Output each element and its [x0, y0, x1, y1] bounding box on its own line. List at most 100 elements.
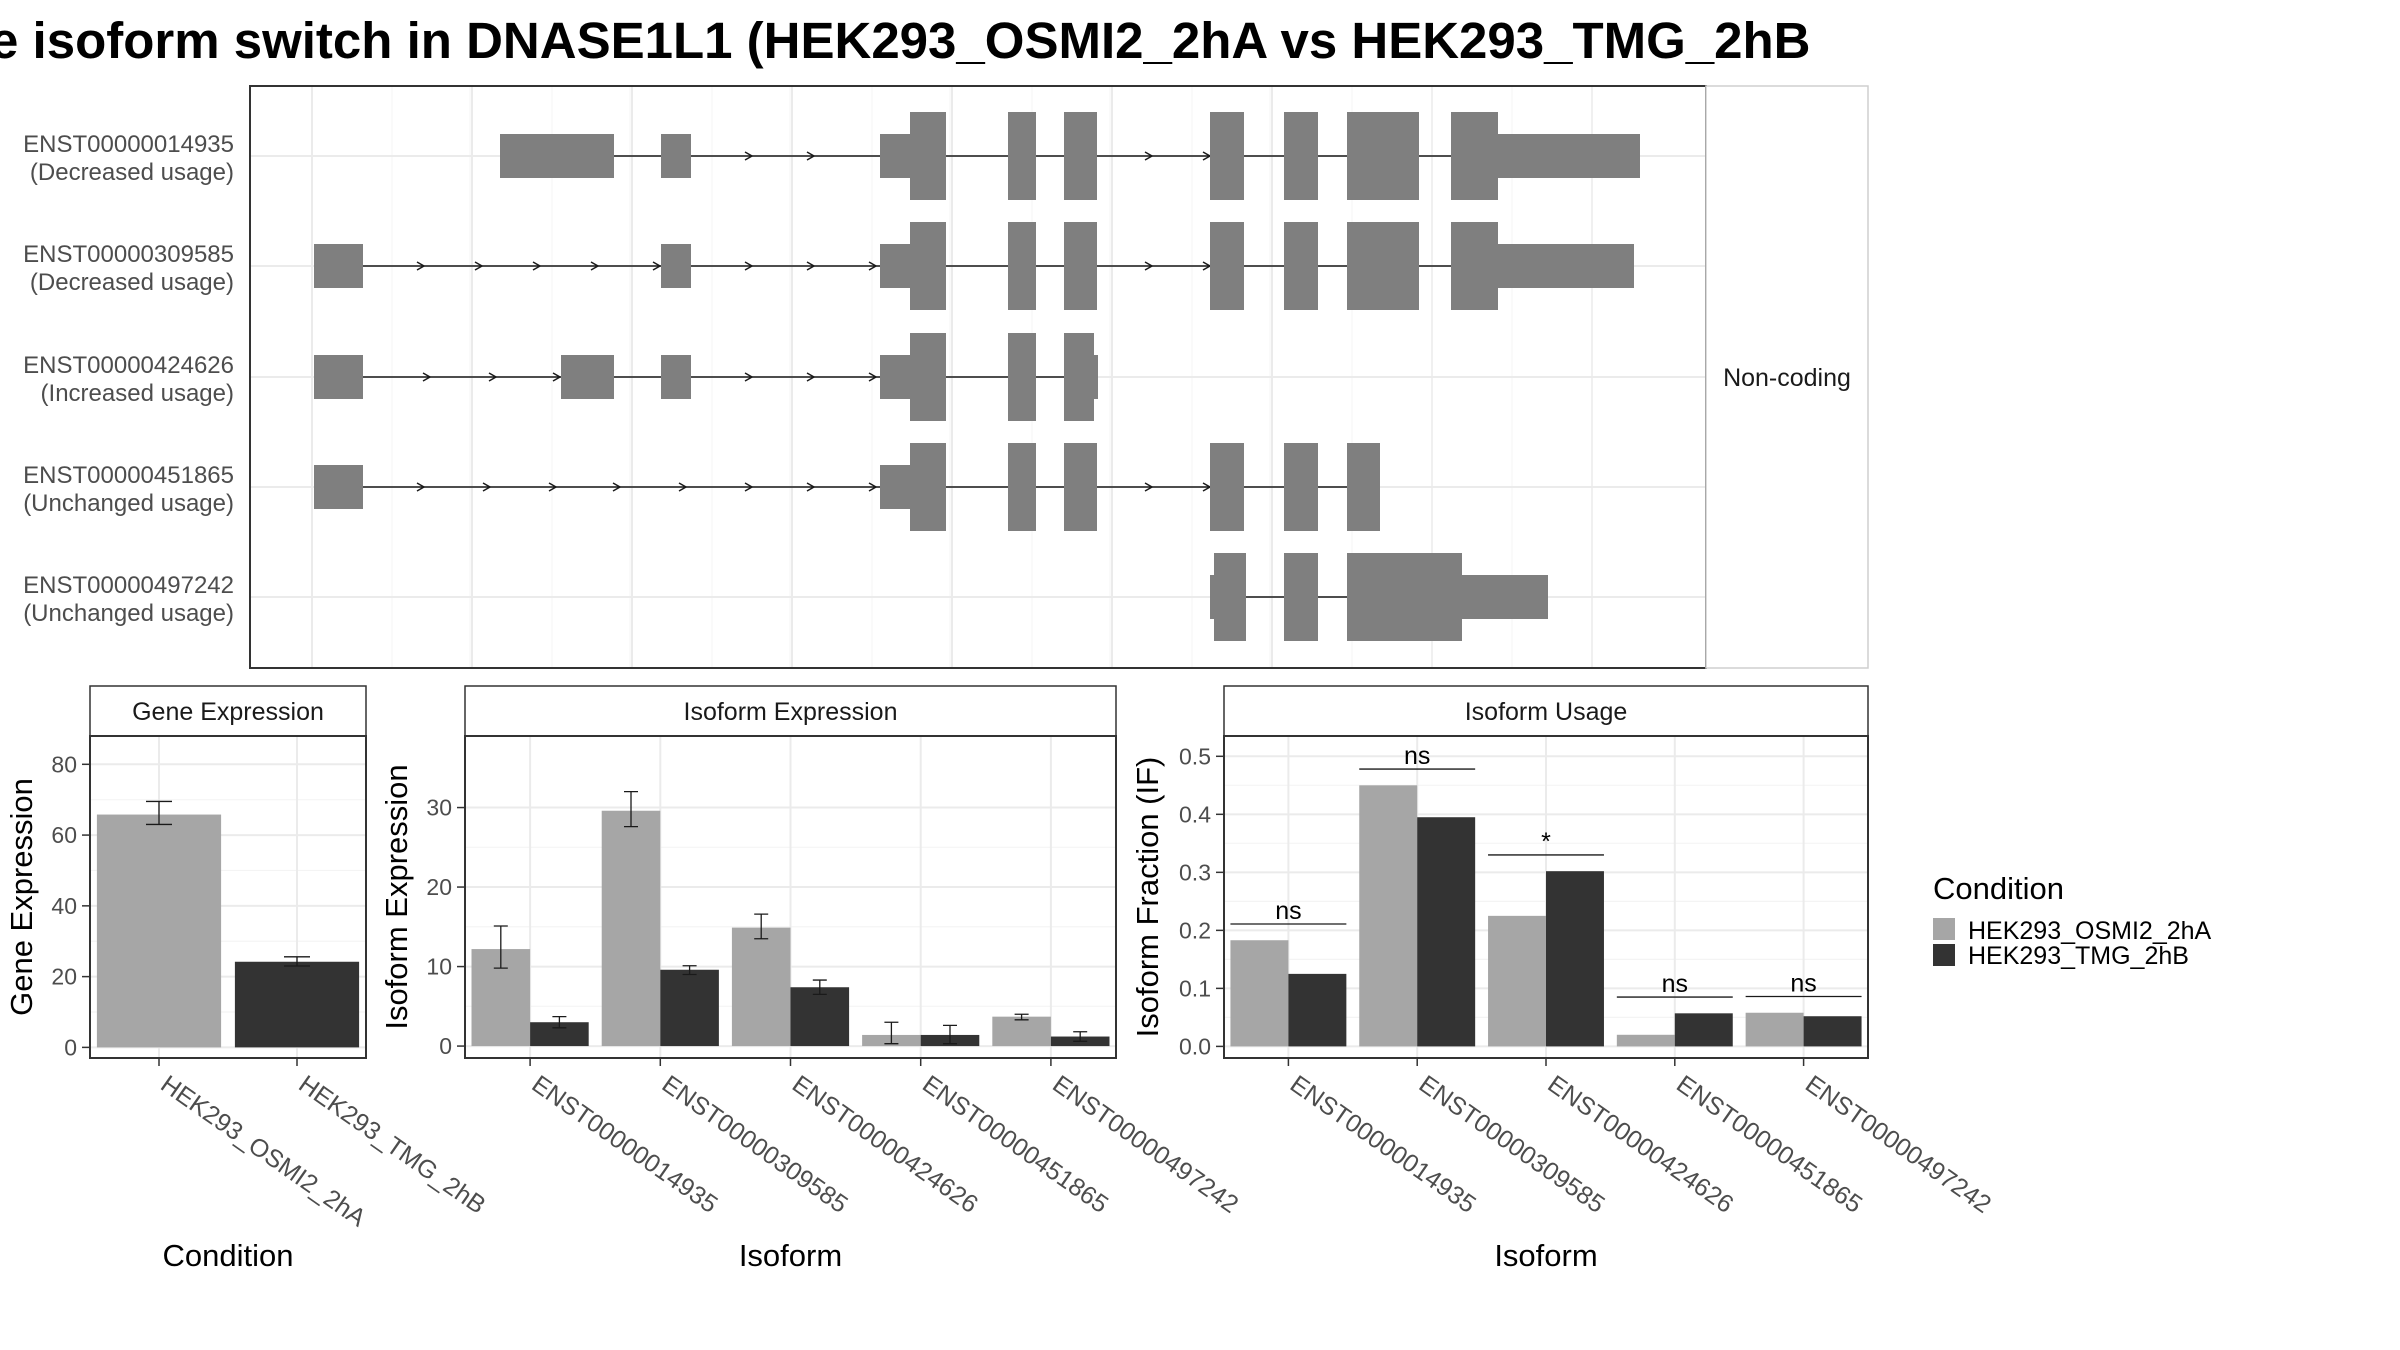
- exon: [1451, 222, 1498, 310]
- error-bar: [493, 925, 508, 969]
- bar-HEK293_TMG_2hB-ENST00000309585: [660, 969, 719, 1047]
- strand-arrow: [1144, 151, 1154, 161]
- transcript-row-ENST00000424626: [314, 333, 1098, 421]
- exon: [910, 112, 946, 200]
- y-tick-label: 10: [426, 954, 452, 980]
- bar-HEK293_OSMI2_2hA-ENST00000497242: [992, 1016, 1051, 1047]
- transcript-label-usage: (Decreased usage): [30, 159, 234, 186]
- exon: [561, 355, 614, 399]
- strand-arrow: [590, 261, 600, 271]
- exon: [1064, 443, 1097, 531]
- strand-arrow: [1144, 261, 1154, 271]
- bar-HEK293_TMG_2hB-ENST00000014935: [1288, 973, 1347, 1047]
- exon: [1347, 222, 1419, 310]
- exon: [314, 355, 363, 399]
- bar-HEK293_OSMI2_2hA: [96, 814, 222, 1048]
- transcript-label-usage: (Increased usage): [41, 380, 234, 407]
- y-axis-title: Gene Expression: [4, 778, 39, 1016]
- exon: [1094, 355, 1098, 399]
- exon: [661, 355, 691, 399]
- strand-arrow: [474, 261, 484, 271]
- y-tick-label: 0.4: [1179, 801, 1211, 827]
- exon: [1284, 443, 1318, 531]
- y-tick-label: 30: [426, 795, 452, 821]
- strand-arrow: [552, 372, 562, 382]
- error-bar: [754, 913, 769, 940]
- error-bar: [812, 979, 827, 996]
- exon: [661, 134, 691, 178]
- y-tick-label: 0.5: [1179, 743, 1211, 769]
- bar-HEK293_TMG_2hB-ENST00000497242: [1803, 1016, 1862, 1047]
- transcript-row-ENST00000309585: [314, 222, 1634, 310]
- exon: [1347, 112, 1419, 200]
- strand-arrow: [744, 261, 754, 271]
- legend-label-cond2: HEK293_TMG_2hB: [1968, 942, 2189, 970]
- error-bar: [1014, 1013, 1029, 1021]
- strand-arrow: [612, 482, 622, 492]
- strand-arrow: [422, 372, 432, 382]
- exon: [880, 465, 910, 509]
- exon: [880, 134, 910, 178]
- bar-HEK293_OSMI2_2hA-ENST00000309585: [601, 810, 661, 1047]
- transcript-label-id: ENST00000424626: [23, 352, 234, 379]
- exon: [1284, 553, 1318, 641]
- bar-HEK293_TMG_2hB: [234, 961, 360, 1048]
- legend-label-cond1: HEK293_OSMI2_2hA: [1968, 917, 2212, 945]
- significance-label: *: [1541, 828, 1551, 856]
- error-bar: [624, 791, 639, 828]
- bar-HEK293_TMG_2hB-ENST00000309585: [1417, 817, 1476, 1047]
- exon: [1451, 112, 1498, 200]
- panel-title: Isoform Usage: [1465, 698, 1628, 726]
- exon: [1210, 112, 1244, 200]
- panel-strip: [464, 685, 1117, 737]
- transcript-label-usage: (Unchanged usage): [23, 600, 234, 627]
- transcript-structure-panel: ENST00000014935(Decreased usage)ENST0000…: [23, 85, 1869, 669]
- strand-arrow: [744, 372, 754, 382]
- transcript-label-id: ENST00000014935: [23, 131, 234, 158]
- significance-label: ns: [1275, 897, 1301, 925]
- transcript-row-ENST00000497242: [1210, 553, 1548, 641]
- exon: [1008, 443, 1036, 531]
- y-tick-label: 0.0: [1179, 1033, 1211, 1059]
- error-bar: [552, 1016, 567, 1029]
- strand-arrow: [806, 482, 816, 492]
- exon: [1284, 222, 1318, 310]
- strand-arrow: [548, 482, 558, 492]
- y-axis-title: Isoform Expression: [379, 764, 414, 1029]
- bar-HEK293_TMG_2hB-ENST00000424626: [790, 987, 850, 1047]
- isoform-usage-panel: Isoform Usage ns ns * ns ns 0.0 0.1 0.2 0.3 0.4 0.5…: [1130, 685, 1996, 1273]
- y-tick-label: 20: [51, 964, 77, 990]
- y-axis-title: Isoform Fraction (IF): [1130, 757, 1165, 1038]
- exon: [500, 134, 614, 178]
- panel-strip: [89, 685, 367, 737]
- error-bar: [682, 965, 697, 976]
- panel-strip: [1223, 685, 1869, 737]
- y-tick-label: 0.2: [1179, 917, 1211, 943]
- y-tick-label: 40: [51, 893, 77, 919]
- strand-arrow: [488, 372, 498, 382]
- y-tick-label: 20: [426, 874, 452, 900]
- error-bar: [884, 1021, 899, 1045]
- exon: [1347, 443, 1380, 531]
- exon: [1498, 134, 1640, 178]
- legend-key-cond2: [1933, 944, 1955, 966]
- exon: [1462, 575, 1548, 619]
- exon: [314, 465, 363, 509]
- strand-arrow: [744, 482, 754, 492]
- panel-title: Gene Expression: [132, 698, 324, 726]
- strand-arrow: [744, 151, 754, 161]
- gene-expression-panel: Gene Expression020406080HEK293_OSMI2_2hA…: [4, 685, 491, 1273]
- y-tick-label: 0: [439, 1033, 452, 1059]
- legend-title: Condition: [1933, 871, 2064, 906]
- x-axis-title: Isoform: [739, 1238, 842, 1273]
- strand-arrow: [868, 482, 878, 492]
- strand-arrow: [416, 482, 426, 492]
- transcript-label-usage: (Decreased usage): [30, 269, 234, 296]
- exon: [1008, 222, 1036, 310]
- figure-title: e isoform switch in DNASE1L1 (HEK293_OSM…: [0, 12, 1811, 69]
- x-axis-title: Isoform: [1494, 1238, 1597, 1273]
- exon: [1064, 222, 1097, 310]
- strand-arrow: [806, 261, 816, 271]
- transcript-label-id: ENST00000309585: [23, 241, 234, 268]
